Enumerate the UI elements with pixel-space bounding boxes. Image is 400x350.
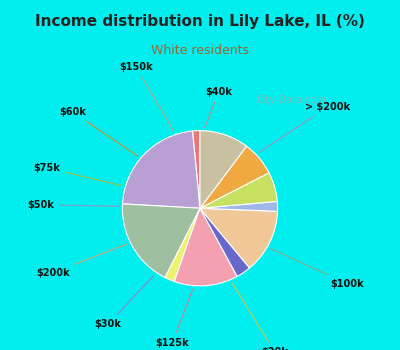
- Wedge shape: [200, 208, 250, 276]
- Wedge shape: [200, 146, 269, 208]
- Text: $100k: $100k: [271, 249, 364, 289]
- Text: Income distribution in Lily Lake, IL (%): Income distribution in Lily Lake, IL (%): [35, 14, 365, 29]
- Text: $60k: $60k: [60, 107, 138, 156]
- Text: $125k: $125k: [156, 289, 193, 348]
- Wedge shape: [200, 173, 277, 208]
- Wedge shape: [200, 208, 278, 268]
- Text: > $200k: > $200k: [259, 103, 350, 152]
- Wedge shape: [122, 131, 200, 208]
- Text: $200k: $200k: [36, 244, 127, 278]
- Text: $150k: $150k: [119, 62, 174, 131]
- Wedge shape: [192, 131, 200, 208]
- Wedge shape: [200, 201, 278, 211]
- Text: White residents: White residents: [151, 44, 249, 57]
- Text: $20k: $20k: [232, 283, 288, 350]
- Text: $50k: $50k: [28, 200, 118, 210]
- Wedge shape: [200, 131, 247, 208]
- Wedge shape: [122, 204, 200, 278]
- Text: $30k: $30k: [94, 275, 154, 329]
- Text: $40k: $40k: [205, 87, 232, 127]
- Text: $75k: $75k: [33, 163, 122, 186]
- Text: City-Data.com: City-Data.com: [257, 95, 327, 105]
- Wedge shape: [165, 208, 200, 281]
- Wedge shape: [174, 208, 237, 286]
